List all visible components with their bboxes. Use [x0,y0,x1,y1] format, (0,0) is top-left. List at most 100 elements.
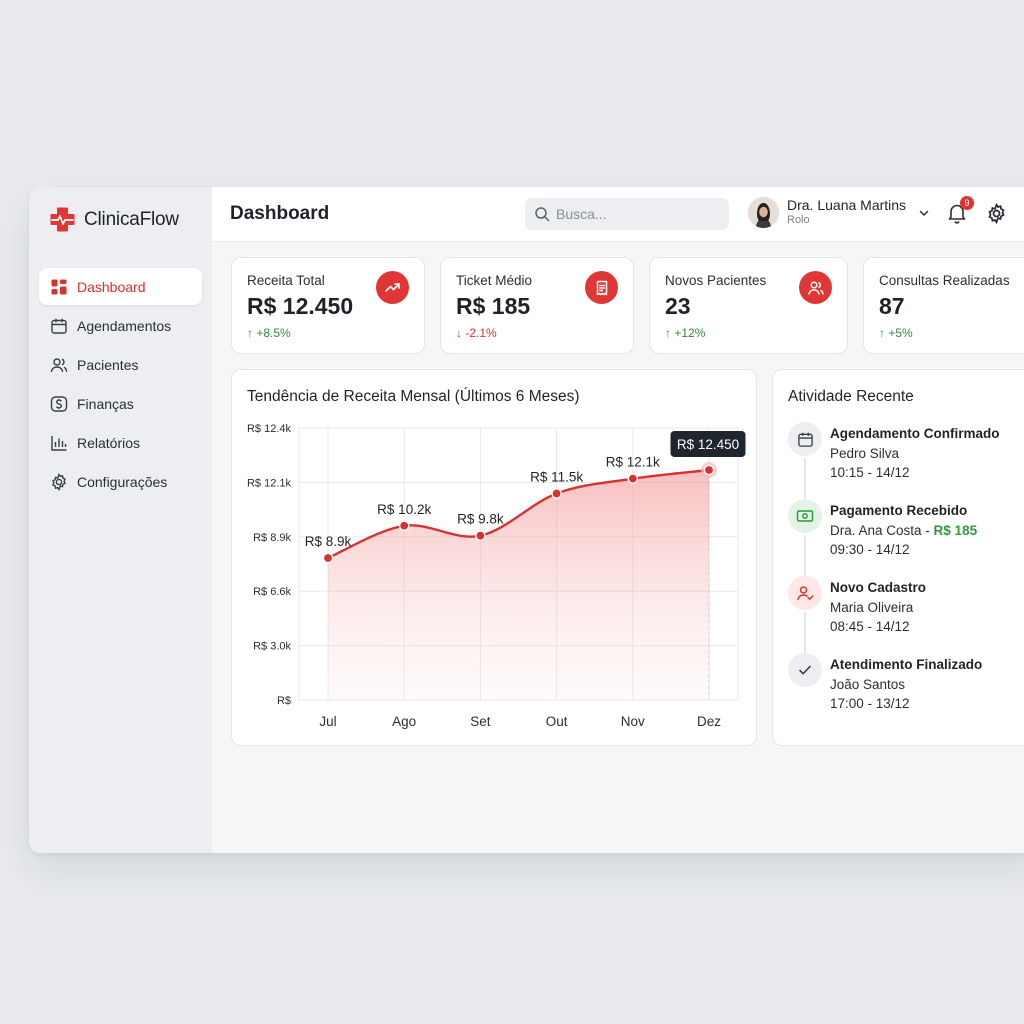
activity-title: Atividade Recente [788,388,914,405]
kpi-value: 87 [879,293,905,319]
activity-item[interactable]: Atendimento Finalizado João Santos 17:00… [788,653,1024,730]
kpi-delta: ↑ +12% [665,326,706,340]
top-bar: Dashboard Dra. Luana Martins Rolo [212,187,1024,242]
y-tick-label: R$ 8.9k [253,532,291,544]
activity-subtitle: Maria Oliveira [830,599,914,615]
kpi-label: Novos Pacientes [665,273,767,288]
kpi-value: R$ 12.450 [247,293,354,319]
arrow-down-icon: ↓ [456,326,466,340]
sidebar-item-label: Configurações [77,473,168,490]
activity-list: Agendamento Confirmado Pedro Silva 10:15… [788,422,1024,730]
data-point [551,488,562,499]
notifications-button[interactable]: 9 [946,196,974,224]
notification-badge: 9 [960,196,974,210]
user-menu[interactable]: Dra. Luana Martins Rolo [748,197,930,228]
x-tick-label: Nov [621,714,645,729]
sidebar-item-label: Dashboard [77,278,146,295]
calendar-icon [788,422,822,456]
tooltip-label: R$ 12.450 [677,437,739,452]
x-tick-label: Ago [392,714,416,729]
sidebar-item-pacientes[interactable]: Pacientes [39,346,202,383]
activity-subtitle: João Santos [830,676,906,692]
y-tick-label: R$ 12.1k [247,477,292,489]
timeline-connector [804,535,806,576]
data-label: R$ 11.5k [530,470,583,485]
arrow-up-icon: ↑ [879,326,889,340]
sidebar-item-financas[interactable]: Finanças [39,385,202,422]
kpi-card-receita-total[interactable]: Receita Total R$ 12.450 ↑ +8.5% [231,257,425,354]
activity-time: 09:30 - 14/12 [830,542,910,557]
kpi-label: Receita Total [247,273,325,288]
sidebar-item-relatorios[interactable]: Relatórios [39,424,202,461]
kpi-card-consultas-realizadas[interactable]: Consultas Realizadas 87 ↑ +5% [863,257,1024,354]
tooltip-box [670,431,746,457]
y-tick-label: R$ [277,695,291,707]
sidebar: ClinicaFlow Dashboard Agendamentos Pacie… [29,187,212,853]
page-title: Dashboard [230,203,330,224]
data-point [475,530,486,541]
activity-item[interactable]: Pagamento Recebido Dra. Ana Costa - R$ 1… [788,499,1024,576]
revenue-chart[interactable]: R$ 12.4k R$ 12.1k R$ 8.9k R$ 6.6k R$ 3.0k R$ J… [232,370,758,747]
app-window: ClinicaFlow Dashboard Agendamentos Pacie… [29,187,1024,853]
search-input[interactable] [556,206,716,222]
medical-cross-logo-icon [50,207,75,232]
kpi-delta: ↑ +5% [879,326,913,340]
user-plus-icon [788,576,822,610]
brand[interactable]: ClinicaFlow [49,206,179,233]
activity-title: Agendamento Confirmado [830,426,1000,441]
data-point [322,552,334,564]
user-name: Dra. Luana Martins [787,196,907,213]
kpi-label: Consultas Realizadas [879,273,1010,288]
activity-title: Atendimento Finalizado [830,657,983,672]
arrow-up-icon: ↑ [247,326,257,340]
x-tick-label: Dez [697,714,721,729]
calendar-icon [51,318,67,334]
chevron-down-icon[interactable] [918,207,930,219]
sidebar-item-configuracoes[interactable]: Configurações [39,463,202,500]
activity-item[interactable]: Novo Cadastro Maria Oliveira 08:45 - 14/… [788,576,1024,653]
data-label: R$ 12.1k [606,455,660,470]
data-label: R$ 8.9k [305,534,352,549]
activity-amount: R$ 185 [933,522,978,538]
users-icon [50,357,68,372]
kpi-card-novos-pacientes[interactable]: Novos Pacientes 23 ↑ +12% [649,257,848,354]
activity-title: Pagamento Recebido [830,503,968,518]
sidebar-item-label: Agendamentos [77,317,172,334]
user-photo-icon [748,197,779,228]
user-role: Rolo [787,213,810,226]
y-tick-label: R$ 6.6k [253,586,291,598]
sidebar-item-dashboard[interactable]: Dashboard [39,268,202,305]
activity-subtitle: Pedro Silva [830,445,900,461]
brand-name: ClinicaFlow [84,208,179,230]
activity-item[interactable]: Agendamento Confirmado Pedro Silva 10:15… [788,422,1024,499]
kpi-card-ticket-medio[interactable]: Ticket Médio R$ 185 ↓ -2.1% [440,257,634,354]
y-tick-label: R$ 12.4k [247,423,292,435]
x-tick-label: Out [546,714,568,729]
trending-up-icon [376,271,409,304]
kpi-delta: ↑ +8.5% [247,326,291,340]
activity-time: 08:45 - 14/12 [830,619,910,634]
search-box[interactable] [525,198,729,230]
revenue-trend-card: Tendência de Receita Mensal (Últimos 6 M… [231,369,757,746]
settings-button[interactable] [986,202,1007,225]
gear-icon [52,472,66,491]
gear-icon [988,202,1005,225]
users-icon [799,271,832,304]
data-point [703,464,715,476]
bar-chart-icon [51,435,67,451]
sidebar-item-label: Finanças [77,395,134,412]
check-icon [788,653,822,687]
data-point [627,473,639,484]
data-point [398,520,410,532]
data-label: R$ 10.2k [377,502,431,517]
kpi-value: R$ 185 [456,293,531,319]
avatar [748,197,779,228]
kpi-label: Ticket Médio [456,273,533,288]
recent-activity-card: Atividade Recente Agendamento Confirmado… [772,369,1024,746]
sidebar-item-agendamentos[interactable]: Agendamentos [39,307,202,344]
activity-title: Novo Cadastro [830,580,927,595]
kpi-delta: ↓ -2.1% [456,326,497,340]
sidebar-item-label: Pacientes [77,356,139,373]
activity-time: 10:15 - 14/12 [830,465,910,480]
dollar-icon [50,395,68,412]
